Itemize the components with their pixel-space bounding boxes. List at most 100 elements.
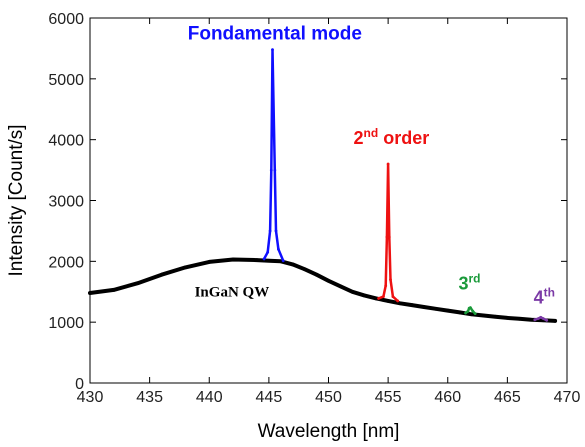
data-point [277,247,280,251]
data-point [466,309,470,313]
data-point [279,259,283,264]
data-point [271,48,274,51]
data-point [493,314,498,319]
data-point [350,290,355,294]
data-point [396,299,400,303]
data-point [302,267,307,272]
data-point [505,316,510,320]
data-point [517,317,522,321]
annotation-label: Fondamental mode [188,23,362,44]
plot-frame [89,17,568,384]
data-point [389,278,392,281]
x-tick-label: 450 [315,389,342,406]
y-tick-label: 2000 [48,254,84,271]
annotation-text: InGaN QW [195,285,270,301]
data-point [255,258,259,262]
data-point [434,307,438,311]
data-point [314,272,319,277]
peak-line [377,162,399,303]
x-tick-label: 445 [256,389,283,406]
annotation-superscript: nd [364,126,379,140]
annotation-superscript: rd [468,271,480,285]
x-tick-label: 440 [196,389,223,406]
annotation-text: 4 [534,287,544,307]
data-point [398,301,402,306]
data-point [391,295,395,298]
series-group [88,48,558,323]
x-tick-label: 455 [375,389,402,406]
annotation-label: 3rd [458,271,480,293]
data-point [374,296,379,301]
data-point [112,288,116,292]
y-tick-label: 4000 [48,133,84,150]
data-point [377,297,380,300]
data-point [269,168,273,172]
axis-ticks: 430 435 440 445 450 455 460 465 470 0 1000 2000 3000… [48,11,580,406]
data-point [471,309,475,313]
y-axis-title: Intensity [Count/s] [6,124,27,276]
x-tick-label: 465 [494,389,521,406]
data-point [553,319,557,323]
data-point [533,318,537,322]
data-point [281,259,285,263]
data-point [545,318,549,322]
annotation-text: 3 [458,273,468,293]
data-point [473,312,477,315]
x-axis-title: Wavelength [nm] [258,421,400,442]
annotation-superscript: th [544,285,555,299]
x-tick-label: 435 [136,389,163,406]
data-point [290,262,295,267]
data-point [537,317,540,320]
y-tick-label: 1000 [48,315,84,332]
data-point [410,303,414,307]
annotation-suffix: order [378,128,429,148]
data-point [362,293,367,298]
data-point [273,168,277,172]
data-point [529,317,533,322]
data-point [338,284,343,289]
data-point [422,305,426,309]
annotation-text: 2 [354,128,364,148]
data-point [481,313,486,318]
data-point [88,291,92,295]
data-point [386,162,390,166]
data-point [262,257,266,261]
data-point [539,315,543,319]
data-point [267,258,271,263]
data-point [268,229,272,233]
data-point [266,250,270,254]
y-tick-label: 0 [75,376,84,393]
data-point [387,235,391,239]
data-point [464,311,467,315]
data-point [385,235,389,239]
data-point [541,317,545,320]
data-point [446,308,450,313]
plot-frame [89,17,568,384]
data-point [382,295,385,298]
y-tick-label: 3000 [48,194,84,211]
x-tick-label: 460 [434,389,461,406]
data-point [384,284,388,288]
data-point [326,279,331,283]
data-point [274,229,278,233]
data-point [135,281,140,286]
peak-line [262,48,285,262]
data-point [159,272,164,277]
annotation-label: 4th [534,285,555,307]
data-point [469,306,472,309]
data-point [469,312,474,317]
spectrum-line [88,257,558,323]
data-point [183,265,188,270]
x-tick-label: 470 [554,389,581,406]
data-point [207,260,212,264]
x-tick-label: 430 [77,389,104,406]
annotation-label: 2nd order [354,126,430,148]
annotations: Fondamental mode 2nd order 3rd 4th InGaN QW [188,23,555,307]
data-point [457,310,462,315]
y-tick-label: 6000 [48,11,84,28]
annotation-text: Fondamental mode [188,23,362,44]
y-tick-label: 5000 [48,72,84,89]
annotation-label: InGaN QW [195,285,270,301]
data-point [386,299,390,303]
